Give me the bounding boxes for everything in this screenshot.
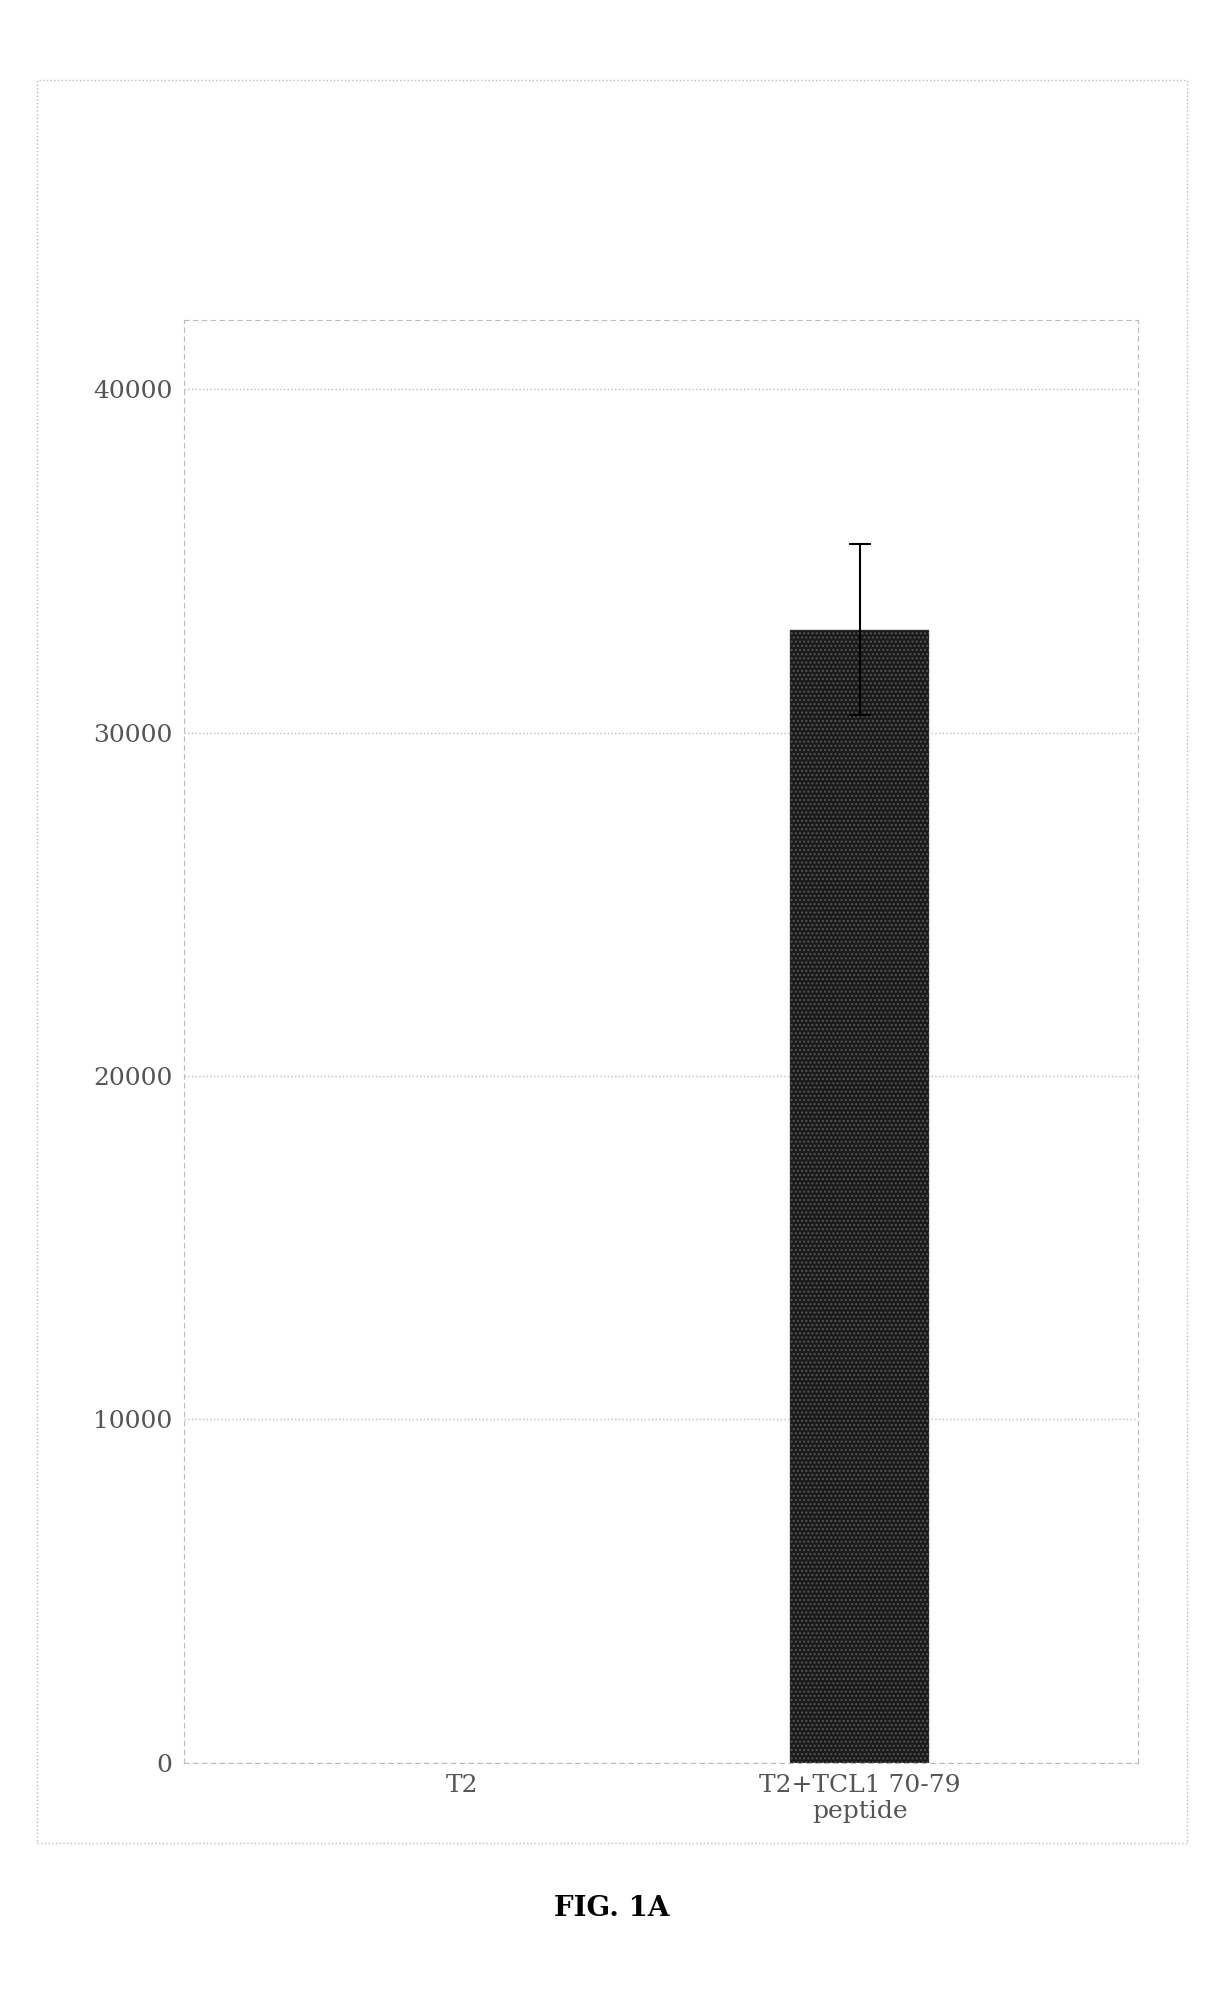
Text: FIG. 1A: FIG. 1A [554,1895,670,1923]
Bar [791,629,929,1763]
